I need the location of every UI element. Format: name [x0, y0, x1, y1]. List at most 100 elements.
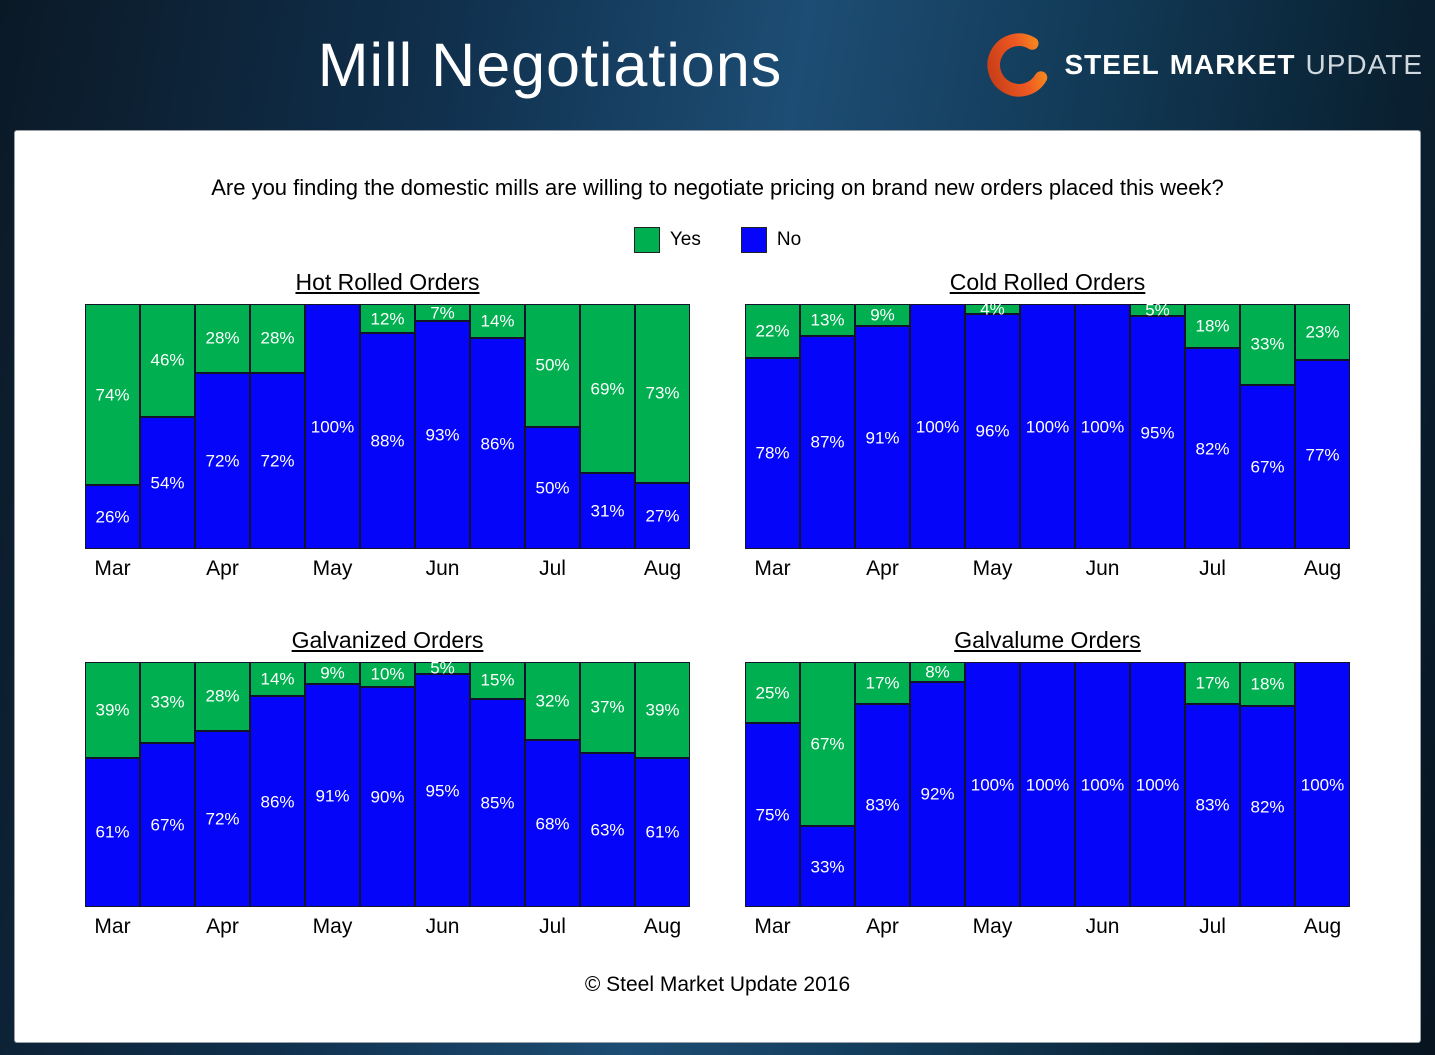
- bar-segment-no: 100%: [1295, 662, 1350, 907]
- bar-value-label: 28%: [260, 328, 295, 348]
- bar-value-label: 31%: [590, 501, 625, 521]
- bar-segment-no: 100%: [1020, 662, 1075, 907]
- bar-segment-no: 26%: [85, 485, 140, 549]
- month-label: [360, 557, 415, 581]
- stacked-bar: 37% 63%: [580, 662, 635, 907]
- month-label: Jun: [1085, 557, 1120, 580]
- bar-segment-yes: 17%: [855, 662, 910, 704]
- bar-segment-yes: 8%: [910, 662, 965, 682]
- bar-segment-no: 67%: [1240, 384, 1295, 549]
- bar-segment-no: 88%: [360, 333, 415, 549]
- content-panel: Are you finding the domestic mills are w…: [14, 130, 1421, 1043]
- chart-hot-rolled-orders: Hot Rolled Orders 74% 26% 46% 54% 28% 72% 28% 7…: [85, 269, 690, 581]
- header: Mill Negotiations STEEL MARKET UPDATE: [0, 0, 1435, 130]
- bar-value-label: 73%: [645, 383, 680, 403]
- bar-value-label: 12%: [370, 309, 405, 329]
- month-label: May: [312, 915, 353, 938]
- stacked-bar: 15% 85%: [470, 662, 525, 907]
- stacked-bar: 22% 78%: [745, 304, 800, 549]
- month-label: Apr: [866, 915, 899, 938]
- stacked-bar: 33% 67%: [140, 662, 195, 907]
- month-label: Jun: [1085, 915, 1120, 938]
- bar-segment-no: 92%: [910, 681, 965, 907]
- stacked-bar: 14% 86%: [470, 304, 525, 549]
- bar-segment-yes: 14%: [470, 304, 525, 339]
- bar-segment-yes: 25%: [745, 662, 800, 724]
- bar-segment-no: 100%: [1020, 304, 1075, 549]
- bar-value-label: 26%: [95, 507, 130, 527]
- bar-value-label: 15%: [480, 670, 515, 690]
- bar-value-label: 17%: [865, 673, 900, 693]
- chart-plot: 74% 26% 46% 54% 28% 72% 28% 72% 100% 12% 88% 7% 93% 1…: [85, 304, 690, 549]
- bar-value-label: 14%: [260, 669, 295, 689]
- bar-value-label: 33%: [1250, 334, 1285, 354]
- bar-segment-no: 100%: [305, 304, 360, 549]
- bar-segment-no: 61%: [85, 757, 140, 907]
- stacked-bar: 74% 26%: [85, 304, 140, 549]
- month-label: Aug: [643, 915, 682, 938]
- bar-segment-no: 68%: [525, 740, 580, 907]
- stacked-bar: 13% 87%: [800, 304, 855, 549]
- stacked-bar: 17% 83%: [1185, 662, 1240, 907]
- stacked-bar: 67% 33%: [800, 662, 855, 907]
- bar-value-label: 50%: [535, 478, 570, 498]
- stacked-bar: 18% 82%: [1240, 662, 1295, 907]
- bar-segment-no: 91%: [305, 684, 360, 907]
- bar-value-label: 100%: [1080, 417, 1125, 436]
- month-label: [470, 557, 525, 581]
- bar-value-label: 18%: [1250, 674, 1285, 694]
- month-label: Jul: [1199, 557, 1226, 580]
- bar-value-label: 67%: [810, 734, 845, 754]
- bar-segment-yes: 12%: [360, 304, 415, 334]
- logo-word-update: UPDATE: [1305, 49, 1423, 80]
- bar-segment-yes: 74%: [85, 304, 140, 486]
- stacked-bar: 32% 68%: [525, 662, 580, 907]
- stacked-bar: 9% 91%: [305, 662, 360, 907]
- chart-galvalume-orders: Galvalume Orders 25% 75% 67% 33% 17% 83% 8% 92%…: [745, 627, 1350, 939]
- month-label: [360, 915, 415, 939]
- bar-segment-yes: 5%: [1130, 302, 1185, 319]
- bar-segment-no: 93%: [415, 321, 470, 549]
- stacked-bar: 100%: [965, 662, 1020, 907]
- stacked-bar: 39% 61%: [635, 662, 690, 907]
- bar-value-label: 77%: [1305, 445, 1340, 465]
- bar-value-label: 7%: [430, 303, 455, 323]
- stacked-bar: 69% 31%: [580, 304, 635, 549]
- month-label: Jun: [425, 557, 460, 580]
- stacked-bar: 100%: [910, 304, 965, 549]
- chart-plot: 25% 75% 67% 33% 17% 83% 8% 92% 100% 100% 100% 100% 1…: [745, 662, 1350, 907]
- bar-value-label: 67%: [1250, 457, 1285, 477]
- bar-value-label: 75%: [755, 805, 790, 825]
- bar-value-label: 88%: [370, 431, 405, 451]
- stacked-bar: 100%: [1075, 304, 1130, 549]
- bar-segment-yes: 18%: [1185, 304, 1240, 349]
- bar-segment-yes: 37%: [580, 662, 635, 753]
- bar-value-label: 86%: [480, 434, 515, 454]
- bar-value-label: 28%: [205, 686, 240, 706]
- bar-value-label: 50%: [535, 355, 570, 375]
- stacked-bar: 7% 93%: [415, 304, 470, 549]
- month-label: [580, 915, 635, 939]
- bar-segment-no: 83%: [1185, 703, 1240, 907]
- bar-value-label: 10%: [370, 664, 405, 684]
- month-label: [1130, 557, 1185, 581]
- bar-segment-no: 78%: [745, 357, 800, 549]
- bar-segment-no: 63%: [580, 752, 635, 907]
- month-label: [1020, 557, 1075, 581]
- month-label: [1020, 915, 1075, 939]
- bar-value-label: 69%: [590, 379, 625, 399]
- month-label: Aug: [643, 557, 682, 580]
- bar-segment-no: 72%: [195, 730, 250, 907]
- month-label: Aug: [1303, 557, 1342, 580]
- bar-value-label: 18%: [1195, 316, 1230, 336]
- bar-value-label: 93%: [425, 425, 460, 445]
- stacked-bar: 5% 95%: [1130, 302, 1185, 549]
- bar-segment-no: 86%: [470, 338, 525, 549]
- steel-market-update-logo: STEEL MARKET UPDATE: [983, 29, 1424, 101]
- month-label: [140, 557, 195, 581]
- bar-value-label: 63%: [590, 820, 625, 840]
- month-label: [1130, 915, 1185, 939]
- bar-segment-no: 82%: [1240, 706, 1295, 907]
- bar-value-label: 83%: [865, 795, 900, 815]
